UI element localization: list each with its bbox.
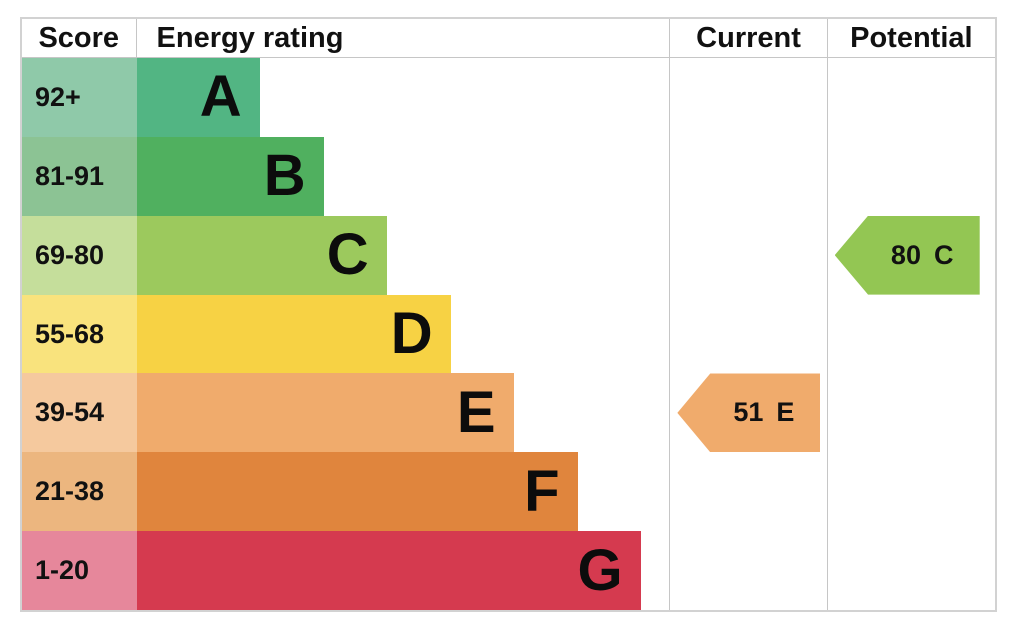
band-letter-g: G <box>577 537 623 603</box>
chart-header-row: Score Energy rating Current Potential <box>22 19 995 58</box>
potential-cell-b <box>826 136 995 216</box>
current-cell-e: 51 E <box>669 373 826 453</box>
energy-cell-g: G <box>136 531 670 611</box>
band-row-b: 81-91 B <box>22 136 995 216</box>
energy-cell-f: F <box>136 452 670 532</box>
band-rows: 92+ A 81-91 B 69-80 C 80 C 55-68 D 39-54 E 51 E 21-38 F… <box>22 58 995 611</box>
band-bar-d: D <box>136 294 451 374</box>
potential-cell-g <box>826 531 995 611</box>
band-bar-c: C <box>136 215 387 295</box>
current-cell-f <box>669 452 826 532</box>
header-potential: Potential <box>826 19 995 57</box>
potential-arrow-value: 80 <box>890 239 921 270</box>
score-range-e: 39-54 <box>22 373 137 453</box>
energy-cell-d: D <box>136 294 670 374</box>
current-cell-b <box>669 136 826 216</box>
current-arrow-value: 51 <box>733 397 764 428</box>
potential-cell-c: 80 C <box>826 215 995 295</box>
current-cell-a <box>669 58 826 137</box>
band-letter-c: C <box>326 222 369 288</box>
header-score: Score <box>22 19 137 57</box>
potential-rating-arrow: 80 C <box>834 215 980 295</box>
band-bar-g: G <box>136 531 641 611</box>
energy-cell-c: C <box>136 215 670 295</box>
band-row-a: 92+ A <box>22 58 995 137</box>
score-range-a: 92+ <box>22 58 137 137</box>
band-row-c: 69-80 C 80 C <box>22 215 995 295</box>
potential-cell-d <box>826 294 995 374</box>
score-range-f: 21-38 <box>22 452 137 532</box>
band-letter-e: E <box>456 379 496 445</box>
header-energy-rating: Energy rating <box>156 22 344 54</box>
epc-rating-chart: Score Energy rating Current Potential 92… <box>20 17 997 612</box>
band-letter-f: F <box>524 458 560 524</box>
energy-cell-e: E <box>136 373 670 453</box>
score-range-d: 55-68 <box>22 294 137 374</box>
energy-cell-b: B <box>136 136 670 216</box>
band-row-e: 39-54 E 51 E <box>22 373 995 453</box>
band-letter-b: B <box>263 143 306 209</box>
current-rating-arrow: 51 E <box>677 373 821 453</box>
band-row-f: 21-38 F <box>22 452 995 532</box>
band-bar-b: B <box>136 136 324 216</box>
potential-arrow-grade: C <box>933 239 954 270</box>
current-cell-d <box>669 294 826 374</box>
potential-cell-f <box>826 452 995 532</box>
score-range-b: 81-91 <box>22 136 137 216</box>
band-row-g: 1-20 G <box>22 531 995 611</box>
band-row-d: 55-68 D <box>22 294 995 374</box>
header-current: Current <box>669 19 826 57</box>
score-range-g: 1-20 <box>22 531 137 611</box>
potential-cell-a <box>826 58 995 137</box>
band-bar-a: A <box>136 58 260 137</box>
current-cell-c <box>669 215 826 295</box>
energy-cell-a: A <box>136 58 670 137</box>
band-letter-d: D <box>390 301 433 366</box>
band-letter-a: A <box>199 64 242 130</box>
band-bar-f: F <box>136 452 578 532</box>
band-bar-e: E <box>136 373 514 453</box>
score-range-c: 69-80 <box>22 215 137 295</box>
potential-cell-e <box>826 373 995 453</box>
current-cell-g <box>669 531 826 611</box>
current-arrow-grade: E <box>776 397 795 428</box>
